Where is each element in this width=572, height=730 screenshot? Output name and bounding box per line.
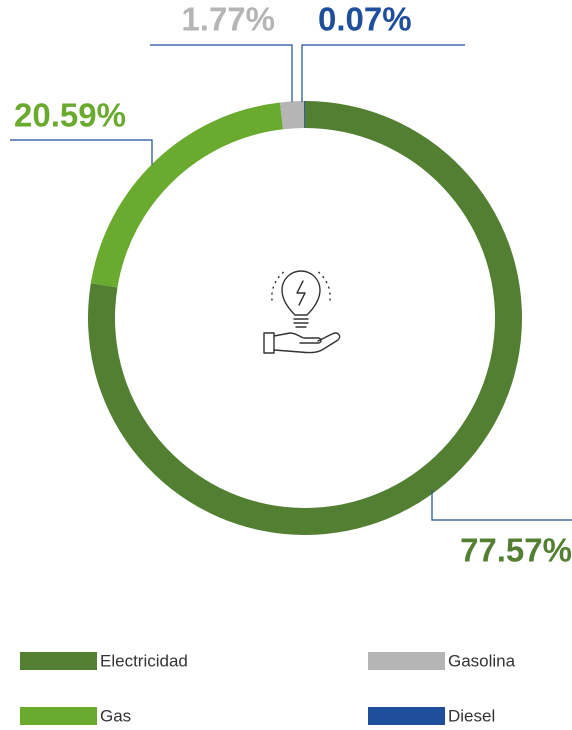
legend-label: Electricidad <box>100 651 188 670</box>
data-label: 0.07% <box>318 1 412 38</box>
data-label: 77.57% <box>460 532 572 569</box>
data-label: 1.77% <box>181 1 275 38</box>
legend-label: Diesel <box>448 706 495 725</box>
leader-line <box>10 139 153 165</box>
donut-segment <box>279 101 305 130</box>
legend-label: Gas <box>100 706 131 725</box>
data-label: 20.59% <box>14 97 126 134</box>
leader-line <box>150 44 293 102</box>
legend-swatch <box>368 707 445 725</box>
donut-segment <box>90 102 284 288</box>
center-icon <box>263 270 341 354</box>
legend-swatch <box>20 652 97 670</box>
leader-line <box>431 490 572 521</box>
legend-label: Gasolina <box>448 651 516 670</box>
donut-segment <box>304 101 305 129</box>
leader-line <box>301 44 465 102</box>
legend-swatch <box>20 707 97 725</box>
legend-swatch <box>368 652 445 670</box>
